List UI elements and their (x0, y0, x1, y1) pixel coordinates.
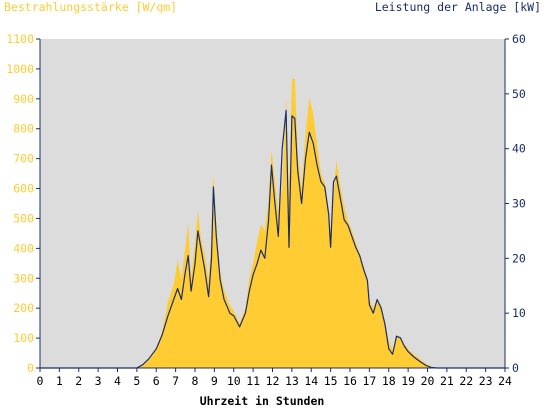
x-tick-label: 24 (498, 374, 512, 388)
x-tick-label: 16 (343, 374, 357, 388)
right-tick-label: 10 (512, 306, 526, 320)
x-tick-label: 22 (459, 374, 473, 388)
x-tick-label: 9 (211, 374, 218, 388)
x-tick-label: 15 (324, 374, 338, 388)
left-tick-label: 1000 (6, 62, 34, 76)
left-axis-title: Bestrahlungsstärke [W/qm] (4, 0, 177, 14)
left-tick-label: 1100 (6, 32, 34, 46)
left-tick-label: 500 (13, 211, 34, 225)
x-tick-label: 20 (421, 374, 435, 388)
x-tick-label: 6 (153, 374, 160, 388)
right-tick-label: 50 (512, 87, 526, 101)
x-tick-label: 11 (246, 374, 260, 388)
x-tick-label: 3 (95, 374, 102, 388)
x-tick-label: 5 (133, 374, 140, 388)
axes-layer: 0100200300400500600700800900100011000102… (6, 32, 526, 388)
x-tick-label: 8 (192, 374, 199, 388)
right-tick-label: 20 (512, 251, 526, 265)
left-tick-label: 800 (13, 122, 34, 136)
left-tick-label: 100 (13, 331, 34, 345)
x-tick-label: 2 (75, 374, 82, 388)
left-tick-label: 900 (13, 92, 34, 106)
left-tick-label: 0 (27, 361, 34, 375)
left-tick-label: 700 (13, 152, 34, 166)
x-tick-label: 17 (362, 374, 376, 388)
left-tick-label: 300 (13, 271, 34, 285)
x-tick-label: 13 (285, 374, 299, 388)
right-tick-label: 0 (512, 361, 519, 375)
x-tick-label: 19 (401, 374, 415, 388)
x-tick-label: 14 (304, 374, 318, 388)
series-layer (40, 78, 505, 369)
right-tick-label: 40 (512, 142, 526, 156)
x-tick-label: 21 (440, 374, 454, 388)
series-irradiance-area (40, 78, 505, 368)
left-tick-label: 200 (13, 301, 34, 315)
left-tick-label: 400 (13, 241, 34, 255)
x-tick-label: 7 (172, 374, 179, 388)
x-tick-label: 18 (382, 374, 396, 388)
x-axis-title: Uhrzeit in Stunden (200, 394, 325, 408)
x-tick-label: 12 (266, 374, 280, 388)
series-power-line (40, 109, 505, 369)
right-tick-label: 30 (512, 197, 526, 211)
right-axis-title: Leistung der Anlage [kW] (375, 0, 541, 14)
x-tick-label: 4 (114, 374, 121, 388)
right-tick-label: 60 (512, 32, 526, 46)
left-tick-label: 600 (13, 182, 34, 196)
x-tick-label: 23 (479, 374, 493, 388)
x-tick-label: 0 (37, 374, 44, 388)
x-tick-label: 10 (227, 374, 241, 388)
x-tick-label: 1 (56, 374, 63, 388)
